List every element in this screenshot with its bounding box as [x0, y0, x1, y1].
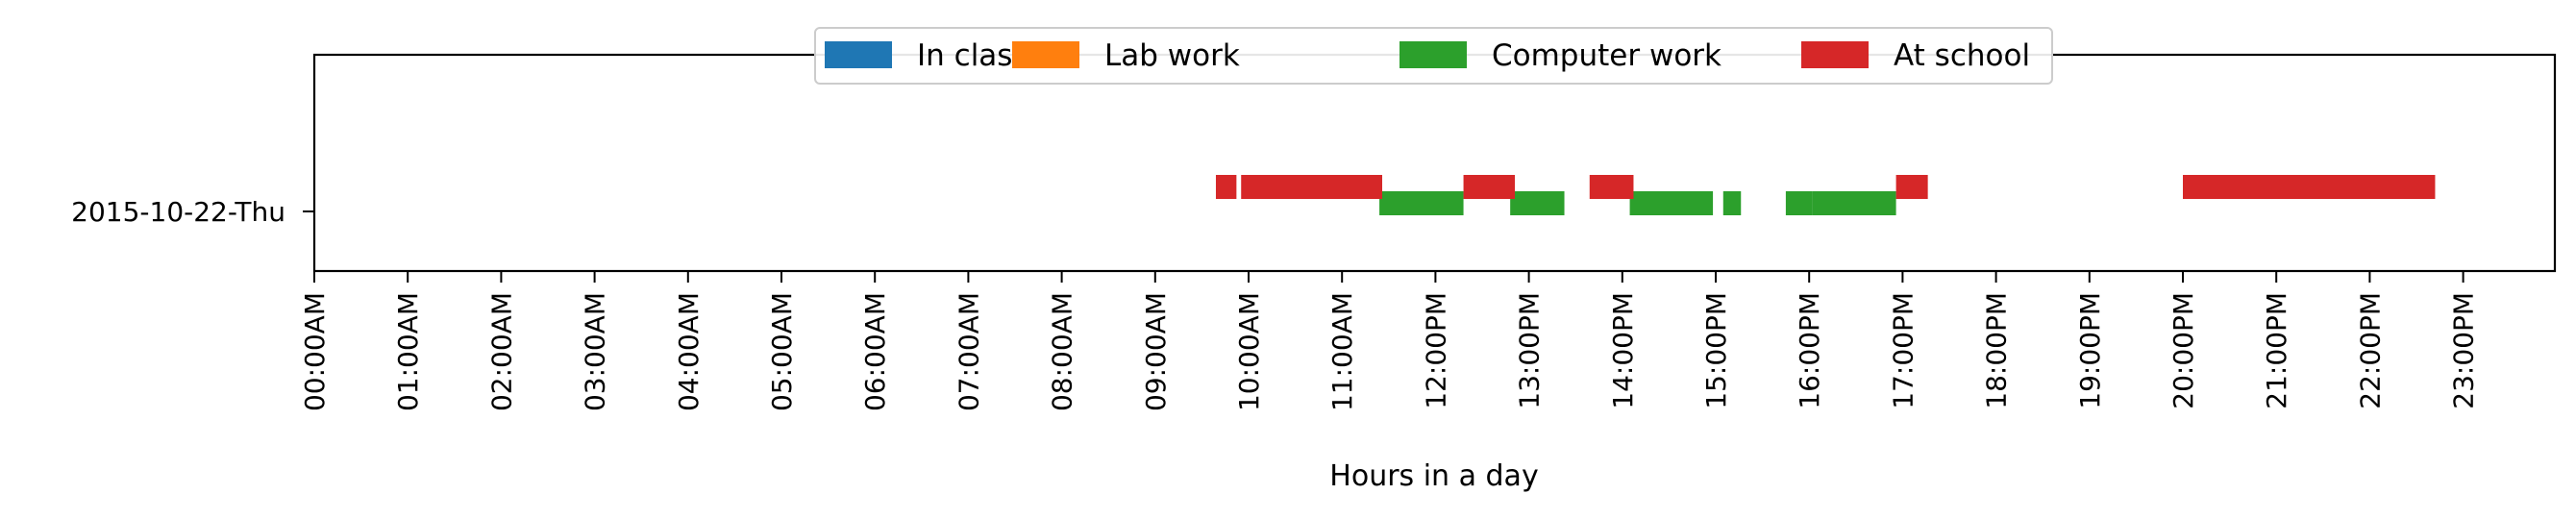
timeline-bars [1215, 175, 2436, 215]
legend-swatch-at-school [1801, 41, 1869, 68]
x-tick-label: 08:00AM [1047, 292, 1078, 411]
x-tick-label: 14:00PM [1607, 292, 1639, 409]
x-tick-label: 03:00AM [580, 292, 611, 411]
at-school-interval-bar [1463, 175, 1516, 199]
x-tick-label: 09:00AM [1140, 292, 1172, 411]
legend-label-lab-work: Lab work [1104, 38, 1240, 73]
y-tick-label: 2015-10-22-Thu [71, 196, 285, 228]
at-school-interval-bar [2183, 175, 2436, 199]
at-school-interval-bar [1589, 175, 1634, 199]
x-tick-label: 15:00PM [1700, 292, 1732, 409]
plot-frame [312, 53, 2557, 273]
x-tick-label: 10:00AM [1233, 292, 1265, 411]
x-tick-label: 04:00AM [673, 292, 705, 411]
x-tick-label: 12:00PM [1420, 292, 1451, 409]
legend-label-in-class: In class [917, 38, 1028, 73]
x-tick-label: 13:00PM [1514, 292, 1546, 409]
x-axis-ticks: 00:00AM 01:00AM 02:00AM 03:00AM 04:00AM 05:00… [299, 271, 2480, 411]
x-tick-label: 17:00PM [1887, 292, 1919, 409]
computer-work-interval-bar [1379, 191, 1464, 215]
legend-label-at-school: At school [1894, 38, 2030, 73]
x-tick-label: 22:00PM [2354, 292, 2386, 409]
x-tick-label: 11:00AM [1326, 292, 1358, 411]
x-tick-label: 19:00PM [2074, 292, 2106, 409]
x-tick-label: 01:00AM [392, 292, 424, 411]
x-tick-label: 07:00AM [953, 292, 984, 411]
y-axis-ticks: 2015-10-22-Thu [71, 196, 314, 228]
computer-work-interval-bar [1510, 191, 1565, 215]
computer-work-interval-bar [1812, 191, 1896, 215]
legend: In class Lab work Computer work At school [814, 27, 2053, 85]
legend-swatch-in-class [825, 41, 892, 68]
x-tick-label: 18:00PM [1981, 292, 2013, 409]
x-tick-label: 00:00AM [299, 292, 331, 411]
x-tick-label: 16:00PM [1794, 292, 1825, 409]
legend-label-computer-work: Computer work [1492, 38, 1721, 73]
legend-swatch-lab-work [1012, 41, 1079, 68]
x-tick-label: 21:00PM [2261, 292, 2292, 409]
at-school-interval-bar [1241, 175, 1382, 199]
x-tick-label: 05:00AM [766, 292, 798, 411]
x-tick-label: 23:00PM [2448, 292, 2480, 409]
at-school-interval-bar [1215, 175, 1237, 199]
computer-work-interval-bar [1785, 191, 1813, 215]
computer-work-interval-bar [1629, 191, 1714, 215]
x-tick-label: 20:00PM [2167, 292, 2199, 409]
at-school-interval-bar [1895, 175, 1928, 199]
x-axis-label: Hours in a day [1329, 459, 1538, 493]
computer-work-interval-bar [1722, 191, 1742, 215]
x-tick-label: 06:00AM [859, 292, 891, 411]
x-tick-label: 02:00AM [485, 292, 517, 411]
legend-swatch-computer-work [1399, 41, 1467, 68]
